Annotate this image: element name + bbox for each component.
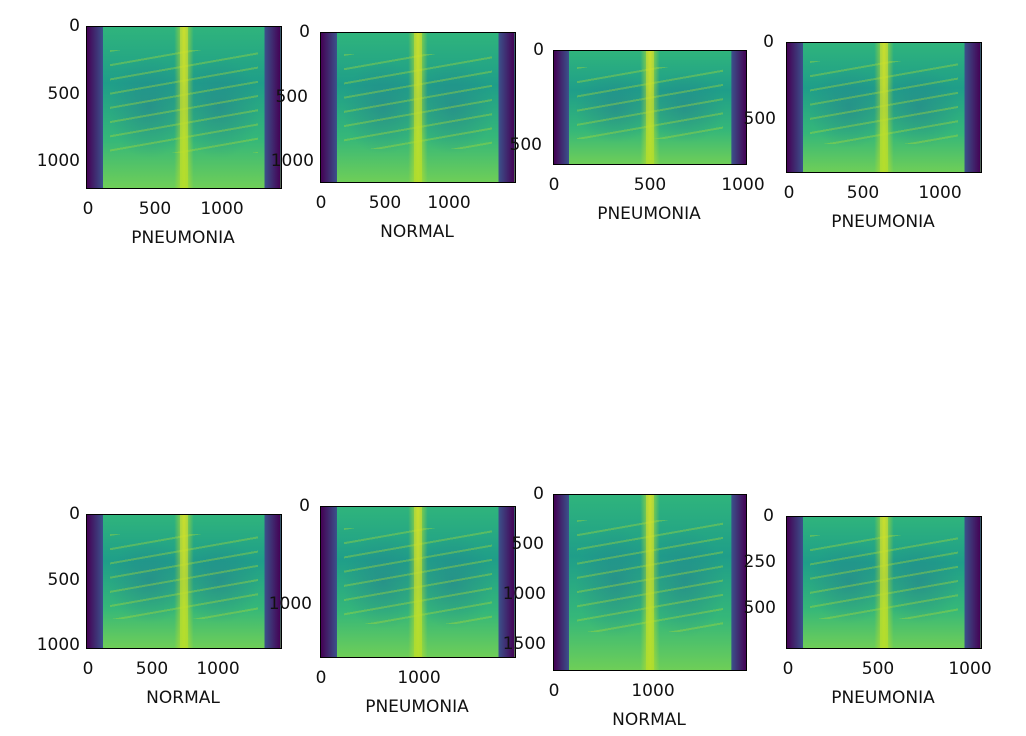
x-tick-label: 500 — [138, 199, 172, 219]
y-tick-label: 0 — [69, 16, 80, 36]
x-tick-label: 0 — [783, 183, 795, 203]
y-tick-label: 1000 — [36, 151, 80, 171]
x-tick-label: 1000 — [721, 175, 765, 195]
x-tick-label: 500 — [633, 175, 667, 195]
y-tick-label: 500 — [743, 109, 776, 129]
x-tick-label: 0 — [782, 659, 794, 679]
chest-xray-image — [553, 494, 747, 671]
y-tick-label: 1000 — [268, 594, 312, 614]
x-tick-label: 500 — [861, 659, 895, 679]
y-tick-label: 1000 — [270, 151, 314, 171]
x-tick-label: 1000 — [200, 199, 244, 219]
y-tick-label: 250 — [743, 552, 776, 572]
chest-xray-image — [86, 26, 282, 189]
y-tick-label: 500 — [743, 598, 776, 618]
y-tick-label: 1000 — [502, 584, 546, 604]
x-tick-label: 1000 — [948, 659, 992, 679]
class-label: PNEUMONIA — [365, 697, 469, 717]
x-tick-label: 0 — [315, 668, 327, 688]
y-tick-label: 500 — [511, 534, 544, 554]
chest-xray-image — [86, 514, 282, 649]
y-tick-label: 0 — [533, 40, 544, 60]
x-tick-label: 1000 — [427, 193, 471, 213]
x-tick-label: 500 — [135, 659, 169, 679]
class-label: PNEUMONIA — [831, 212, 935, 232]
x-tick-label: 500 — [846, 183, 880, 203]
chest-xray-image — [320, 506, 516, 658]
chest-xray-image — [786, 42, 982, 173]
x-tick-label: 0 — [548, 175, 560, 195]
spine-band — [880, 517, 888, 648]
x-tick-label: 1000 — [196, 659, 240, 679]
class-label: PNEUMONIA — [597, 204, 701, 224]
y-tick-label: 500 — [47, 570, 80, 590]
y-tick-label: 0 — [299, 496, 310, 516]
x-tick-label: 0 — [82, 659, 94, 679]
spine-band — [414, 33, 422, 182]
y-tick-label: 500 — [275, 87, 308, 107]
y-tick-label: 1000 — [36, 635, 80, 655]
y-tick-label: 0 — [533, 484, 544, 504]
class-label: NORMAL — [146, 688, 220, 708]
y-tick-label: 0 — [69, 504, 80, 524]
x-tick-label: 0 — [82, 199, 94, 219]
class-label: PNEUMONIA — [831, 688, 935, 708]
spine-band — [414, 507, 422, 657]
class-label: NORMAL — [612, 710, 686, 730]
y-tick-label: 0 — [763, 32, 774, 52]
class-label: PNEUMONIA — [131, 228, 235, 248]
chest-xray-image — [553, 50, 747, 165]
x-tick-label: 500 — [368, 193, 402, 213]
y-tick-label: 500 — [509, 135, 542, 155]
spine-band — [646, 495, 654, 670]
x-tick-label: 0 — [315, 193, 327, 213]
spine-band — [180, 515, 188, 648]
spine-band — [880, 43, 888, 172]
class-label: NORMAL — [380, 222, 454, 242]
chest-xray-image — [786, 516, 982, 649]
x-tick-label: 1000 — [631, 681, 675, 701]
x-tick-label: 0 — [548, 681, 560, 701]
y-tick-label: 500 — [47, 84, 80, 104]
spine-band — [646, 51, 654, 164]
y-tick-label: 1500 — [502, 634, 546, 654]
x-tick-label: 1000 — [918, 183, 962, 203]
spine-band — [180, 27, 188, 188]
y-tick-label: 0 — [763, 506, 774, 526]
y-tick-label: 0 — [299, 22, 310, 42]
chest-xray-image — [320, 32, 516, 183]
x-tick-label: 1000 — [397, 668, 441, 688]
